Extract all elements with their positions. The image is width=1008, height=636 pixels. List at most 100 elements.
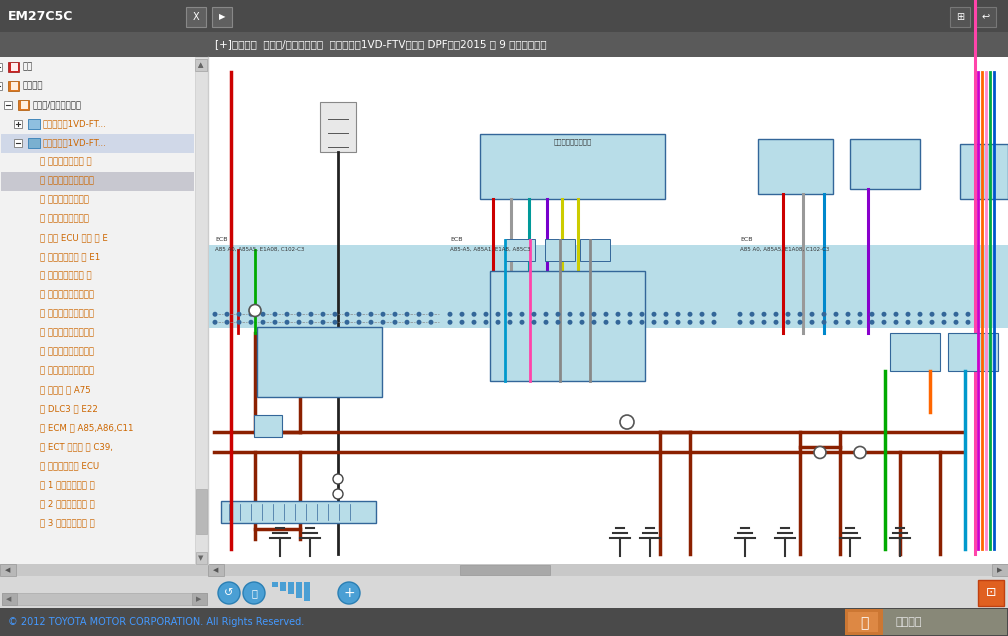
Bar [18,100,29,110]
Circle shape [917,320,922,325]
Circle shape [308,312,313,317]
Bar [192,593,207,605]
Bar [272,582,278,587]
Text: － 加速踏板傳感器總成: － 加速踏板傳感器總成 [40,177,94,186]
Circle shape [675,312,680,317]
Text: ▲: ▲ [199,62,204,68]
Circle shape [773,320,778,325]
Text: － 中央變速器鎖開關: － 中央變速器鎖開關 [40,214,89,223]
Circle shape [761,312,766,317]
Circle shape [225,320,230,325]
Text: － 直流電動機和右側吸: － 直流電動機和右側吸 [40,310,94,319]
Bar [8,81,19,91]
Circle shape [496,312,501,317]
Circle shape [321,320,326,325]
Text: 🔍: 🔍 [251,588,257,598]
Circle shape [369,320,374,325]
Circle shape [882,320,886,325]
Circle shape [380,312,385,317]
Circle shape [738,320,743,325]
Circle shape [448,320,453,325]
Circle shape [472,312,477,317]
Bar [304,582,310,601]
Text: － 2 號噴油器總成 ／: － 2 號噴油器總成 ／ [40,499,95,509]
Text: － 1 號噴油器總成 ／: － 1 號噴油器總成 ／ [40,481,95,490]
Circle shape [834,320,839,325]
Circle shape [580,312,585,317]
Text: 🚗: 🚗 [860,616,868,630]
Text: ECB: ECB [740,237,753,242]
Circle shape [272,312,277,317]
Text: 巡航控制（1VD-FT...: 巡航控制（1VD-FT... [43,120,107,128]
Bar [992,564,1008,576]
Circle shape [272,320,277,325]
Text: 概述: 概述 [23,62,33,71]
Text: － 四輪驅動控制 ECU: － 四輪驅動控制 ECU [40,462,99,471]
Text: X: X [193,12,200,22]
Bar [2,593,207,605]
Circle shape [404,312,409,317]
Circle shape [543,312,548,317]
Bar [1,134,194,153]
Circle shape [519,312,524,317]
Text: ◀: ◀ [6,596,12,602]
Circle shape [484,312,489,317]
Circle shape [531,320,536,325]
Circle shape [858,312,863,317]
Text: － 左側柴油機節气門位: － 左側柴油機節气門位 [40,329,94,338]
Circle shape [507,320,512,325]
Text: ◀: ◀ [214,567,219,573]
Bar [490,272,645,382]
Bar [196,552,207,564]
Circle shape [460,312,465,317]
Circle shape [822,312,827,317]
Circle shape [773,312,778,317]
Circle shape [604,312,609,317]
Bar [209,245,1008,328]
Bar [0,57,208,564]
Bar [0,63,2,71]
Bar [186,7,206,27]
Bar [978,580,1004,606]
Bar [8,62,19,72]
Circle shape [797,320,802,325]
Circle shape [507,312,512,317]
Bar [2,593,17,605]
Bar [28,138,40,148]
Circle shape [687,312,692,317]
Circle shape [296,320,301,325]
Circle shape [639,320,644,325]
Text: － ECM ／ A85,A86,C11: － ECM ／ A85,A86,C11 [40,424,133,432]
Bar [848,612,878,632]
Circle shape [249,305,261,317]
Circle shape [854,446,866,459]
Circle shape [333,474,343,484]
Bar [28,119,40,129]
Bar [976,7,996,27]
Circle shape [966,320,971,325]
Circle shape [750,320,755,325]
Circle shape [592,312,597,317]
Circle shape [893,320,898,325]
Bar [209,290,1008,328]
Circle shape [663,312,668,317]
Circle shape [531,312,536,317]
Bar [0,0,1008,32]
Circle shape [809,320,814,325]
Circle shape [893,312,898,317]
Bar [320,102,356,152]
Bar [960,144,1008,199]
Circle shape [357,312,362,317]
Bar [948,333,998,371]
Text: ▶: ▶ [219,13,225,22]
Text: － 3 號噴油器總成 ／: － 3 號噴油器總成 ／ [40,518,95,527]
Text: 汽修帮手: 汽修帮手 [895,617,921,627]
Text: ▶: ▶ [197,596,202,602]
Circle shape [712,312,717,317]
Text: ⊞: ⊞ [956,12,964,22]
Text: － DLC3 ／ E22: － DLC3 ／ E22 [40,404,98,413]
Circle shape [218,582,240,604]
Circle shape [243,582,265,604]
Text: － 右側柴油機節气門位: － 右側柴油機節气門位 [40,347,94,357]
Circle shape [639,312,644,317]
